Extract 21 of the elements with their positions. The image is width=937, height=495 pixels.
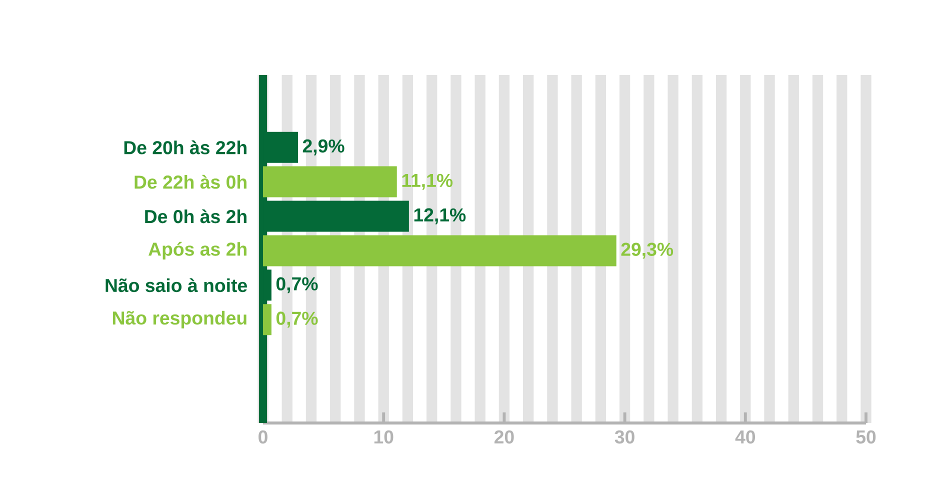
- bar: [263, 235, 616, 266]
- x-tick-label: 40: [735, 430, 756, 444]
- bar: [263, 166, 397, 198]
- x-tick-label: 50: [856, 430, 876, 444]
- y-tick-label: Não respondeu: [113, 310, 246, 328]
- data-label: 0,7%: [276, 312, 318, 328]
- y-tick-label: Após as 2h: [148, 242, 246, 260]
- bar: [263, 304, 272, 336]
- y-tick-label: De 0h às 2h: [145, 209, 246, 224]
- x-tick-label: 30: [614, 430, 634, 444]
- y-tick-label: De 22h às 0h: [134, 174, 246, 189]
- x-tick-label: 20: [494, 430, 514, 444]
- data-label: 2,9%: [302, 139, 344, 156]
- y-tick-label: Não saio à noite: [106, 278, 247, 292]
- x-tick-label: 0: [258, 430, 268, 444]
- data-label: 11,1%: [402, 174, 453, 190]
- data-label: 12,1%: [414, 208, 466, 224]
- data-label: 29,3%: [621, 242, 674, 259]
- y-tick-label: De 20h às 22h: [124, 140, 246, 154]
- data-label: 0,7%: [276, 277, 318, 294]
- x-tick-label: 10: [374, 430, 394, 444]
